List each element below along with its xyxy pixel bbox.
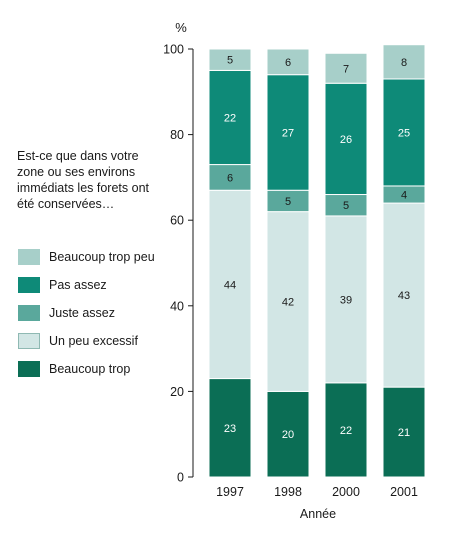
legend-item: Juste assez [18,299,155,327]
x-axis-label: Année [300,507,336,521]
legend-label: Beaucoup trop peu [49,250,155,264]
data-label: 44 [224,279,236,291]
legend-swatch [18,361,40,377]
legend-label: Pas assez [49,278,107,292]
bar-segment [324,215,368,384]
bar-segment [382,386,426,478]
x-tick-label: 1998 [274,485,302,499]
y-tick-label: 20 [170,385,184,399]
data-label: 27 [282,127,294,139]
y-tick-label: 0 [177,471,184,485]
y-tick-label: 100 [163,43,184,57]
data-label: 6 [227,172,233,184]
legend-title: Est-ce que dans votre zone ou ses enviro… [17,149,149,211]
bar-segment [324,382,368,478]
legend-swatch [18,249,40,265]
data-label: 6 [285,57,291,69]
bar-segment [266,48,310,76]
y-tick-label: 60 [170,214,184,228]
y-tick-label: 80 [170,128,184,142]
legend-swatch [18,277,40,293]
legend-swatch [18,333,40,349]
legend: Beaucoup trop peu Pas assez Juste assez Un … [18,243,155,383]
bar-segment [266,390,310,478]
data-label: 5 [343,200,349,212]
data-label: 5 [285,196,291,208]
legend-item: Un peu excessif [18,327,155,355]
legend-label: Beaucoup trop [49,362,131,376]
legend-item: Beaucoup trop peu [18,243,155,271]
data-label: 5 [227,55,233,67]
bar-segment [382,202,426,388]
x-tick-label: 2000 [332,485,360,499]
bar-segment [208,69,252,166]
data-label: 23 [224,423,236,435]
y-tick-label: 40 [170,299,184,313]
bar-segment [324,52,368,84]
data-label: 7 [343,63,349,75]
data-label: 43 [398,290,410,302]
bar-segment [266,211,310,392]
bar-segment [324,82,368,196]
data-label: 22 [340,425,352,437]
legend-swatch [18,305,40,321]
bar-segment [208,189,252,380]
data-label: 22 [224,112,236,124]
x-tick-label: 1997 [216,485,244,499]
data-label: 25 [398,127,410,139]
data-label: 4 [401,190,407,202]
legend-label: Juste assez [49,306,116,320]
bar-segment [382,44,426,80]
data-label: 26 [340,134,352,146]
data-label: 42 [282,297,294,309]
x-tick-label: 2001 [390,485,418,499]
y-axis-label: % [175,20,187,35]
data-label: 39 [340,294,352,306]
legend-label: Un peu excessif [49,334,138,348]
bar-segment [266,74,310,191]
legend-item: Beaucoup trop [18,355,155,383]
data-label: 20 [282,429,294,441]
bar-segment [208,48,252,71]
data-label: 8 [401,57,407,69]
data-label: 21 [398,427,410,439]
legend-item: Pas assez [18,271,155,299]
